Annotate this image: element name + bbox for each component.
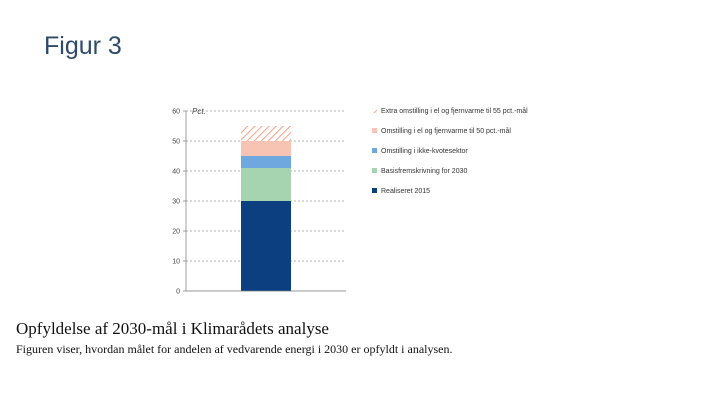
- bar-segment-3: [241, 156, 291, 168]
- bar-segment-2: [241, 168, 291, 201]
- y-tick-label: 50: [172, 139, 180, 146]
- legend-swatch: [372, 188, 377, 193]
- y-tick-label: 10: [172, 259, 180, 266]
- legend-swatch: [372, 168, 377, 173]
- stacked-bar-chart: 0 10 20 30 40 50 60 Pct. Extra omstilling i el…: [172, 107, 528, 296]
- figure-caption-title: Opfyldelse af 2030-mål i Klimarådets ana…: [16, 319, 329, 338]
- legend-swatch: [372, 108, 377, 113]
- slide-title: Figur 3: [44, 32, 122, 60]
- y-tick-label: 30: [172, 199, 180, 206]
- bar-segment-4: [241, 141, 291, 156]
- y-tick-label: 0: [176, 289, 180, 296]
- legend-swatch: [372, 148, 377, 153]
- legend-label: Basisfremskrivning for 2030: [381, 168, 467, 175]
- y-tick-label: 40: [172, 169, 180, 176]
- y-tick-label: 60: [172, 109, 180, 116]
- y-axis-unit-label: Pct.: [192, 107, 206, 116]
- bar-segment-5: [241, 126, 291, 141]
- figure-caption-text: Figuren viser, hvordan målet for andelen…: [16, 342, 453, 356]
- legend-label: Realiseret 2015: [381, 188, 430, 195]
- legend-label: Omstilling i ikke-kvotesektor: [381, 148, 468, 155]
- bar-segment-1: [241, 201, 291, 291]
- legend-label: Omstilling i el og fjernvarme til 50 pct…: [381, 127, 511, 135]
- y-tick-label: 20: [172, 229, 180, 236]
- legend-label: Extra omstilling i el og fjernvarme til …: [381, 107, 528, 115]
- legend-swatch: [372, 128, 377, 133]
